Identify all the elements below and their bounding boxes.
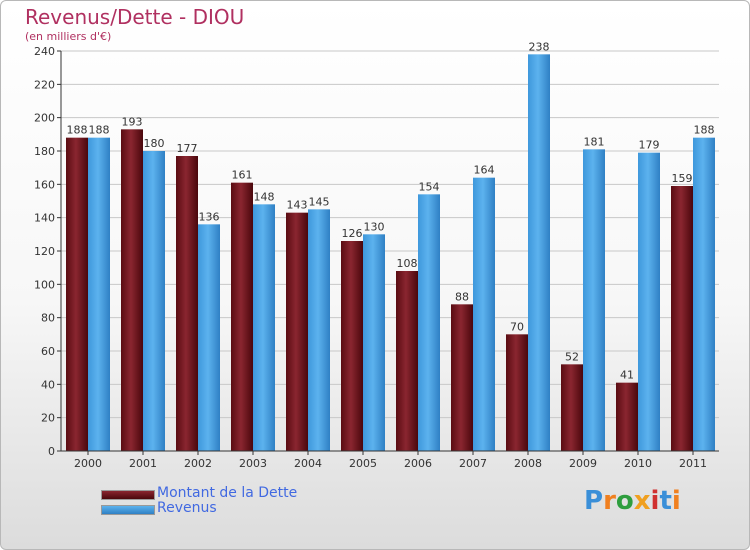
chart-title: Revenus/Dette - DIOU — [25, 5, 245, 29]
bar-dette — [451, 304, 473, 451]
x-tick-label: 2011 — [679, 457, 707, 470]
y-tick-label: 20 — [41, 412, 55, 425]
y-axis: 0 20 40 60 80 100 120 140 160 180 200 220 240 — [34, 45, 62, 458]
bar-dette — [561, 364, 583, 451]
x-tick-label: 2003 — [239, 457, 267, 470]
x-tick-label: 2009 — [569, 457, 597, 470]
bar-revenus — [198, 224, 220, 451]
bar-dette — [231, 182, 253, 451]
value-label-dette: 159 — [672, 172, 693, 185]
legend-label-dette: Montant de la Dette — [157, 485, 298, 501]
bar-revenus — [528, 54, 550, 451]
legend-swatch-revenus — [101, 505, 155, 515]
value-label-revenus: 238 — [529, 40, 550, 53]
y-tick-label: 220 — [34, 78, 55, 91]
bar-revenus — [638, 152, 660, 451]
value-label-revenus: 130 — [364, 220, 385, 233]
value-label-revenus: 164 — [474, 164, 495, 177]
logo-letter: P — [584, 486, 604, 516]
value-label-dette: 108 — [397, 257, 418, 270]
bar-revenus — [473, 177, 495, 451]
value-label-revenus: 145 — [309, 195, 330, 208]
value-label-dette: 143 — [287, 199, 308, 212]
bar-revenus — [363, 234, 385, 451]
value-label-revenus: 136 — [199, 210, 220, 223]
bar-revenus — [418, 194, 440, 452]
value-label-dette: 52 — [565, 350, 579, 363]
x-tick-label: 2007 — [459, 457, 487, 470]
logo-letter: i — [671, 486, 681, 516]
x-axis: 2000 2001 2002 2003 2004 2005 2006 2007 2008 2009… — [61, 450, 719, 470]
value-label-dette: 177 — [177, 142, 198, 155]
bar-revenus — [308, 209, 330, 451]
value-label-dette: 126 — [342, 227, 363, 240]
bar-dette — [616, 382, 638, 451]
y-tick-label: 60 — [41, 345, 55, 358]
legend-label-revenus: Revenus — [157, 500, 217, 516]
y-tick-label: 80 — [41, 312, 55, 325]
grid-lines — [61, 50, 719, 419]
y-tick-label: 180 — [34, 145, 55, 158]
value-label-revenus: 154 — [419, 180, 440, 193]
y-tick-label: 160 — [34, 178, 55, 191]
bar-dette — [671, 186, 693, 451]
value-label-revenus: 148 — [254, 190, 275, 203]
value-label-revenus: 181 — [584, 135, 605, 148]
bar-dette — [66, 137, 88, 451]
value-label-revenus: 188 — [694, 124, 715, 137]
y-tick-label: 120 — [34, 245, 55, 258]
bar-dette — [121, 129, 143, 452]
bar-revenus — [253, 204, 275, 451]
bars — [66, 54, 715, 452]
y-tick-label: 40 — [41, 378, 55, 391]
value-label-dette: 41 — [620, 369, 634, 382]
y-tick-label: 200 — [34, 112, 55, 125]
x-tick-label: 2008 — [514, 457, 542, 470]
logo-letter: r — [603, 486, 616, 516]
x-tick-label: 2006 — [404, 457, 432, 470]
chart-subtitle: (en milliers d'€) — [25, 30, 112, 43]
value-label-dette: 88 — [455, 290, 469, 303]
x-tick-label: 2001 — [129, 457, 157, 470]
legend-swatch-dette — [101, 490, 155, 500]
y-tick-label: 240 — [34, 45, 55, 58]
x-tick-label: 2005 — [349, 457, 377, 470]
proxiti-logo: Proxiti — [584, 486, 681, 516]
x-tick-label: 2010 — [624, 457, 652, 470]
bar-dette — [506, 334, 528, 451]
value-label-revenus: 180 — [144, 137, 165, 150]
logo-letter: i — [650, 486, 660, 516]
value-label-revenus: 188 — [89, 124, 110, 137]
x-tick-label: 2002 — [184, 457, 212, 470]
bar-revenus — [143, 151, 165, 451]
y-tick-label: 100 — [34, 278, 55, 291]
bar-revenus — [693, 137, 715, 451]
x-tick-label: 2000 — [74, 457, 102, 470]
bar-revenus — [583, 149, 605, 452]
value-label-revenus: 179 — [639, 139, 660, 152]
logo-letter: t — [659, 486, 672, 516]
y-tick-label: 140 — [34, 212, 55, 225]
bar-dette — [341, 241, 363, 451]
value-label-dette: 161 — [232, 169, 253, 182]
x-tick-label: 2004 — [294, 457, 322, 470]
y-tick-label: 0 — [48, 445, 55, 458]
logo-letter: x — [633, 486, 651, 516]
bar-dette — [396, 271, 418, 451]
value-label-dette: 188 — [67, 124, 88, 137]
bar-dette — [176, 156, 198, 451]
value-label-dette: 193 — [122, 115, 143, 128]
value-label-dette: 70 — [510, 320, 524, 333]
logo-letter: o — [615, 486, 634, 516]
bar-revenus — [88, 137, 110, 451]
bar-dette — [286, 212, 308, 451]
